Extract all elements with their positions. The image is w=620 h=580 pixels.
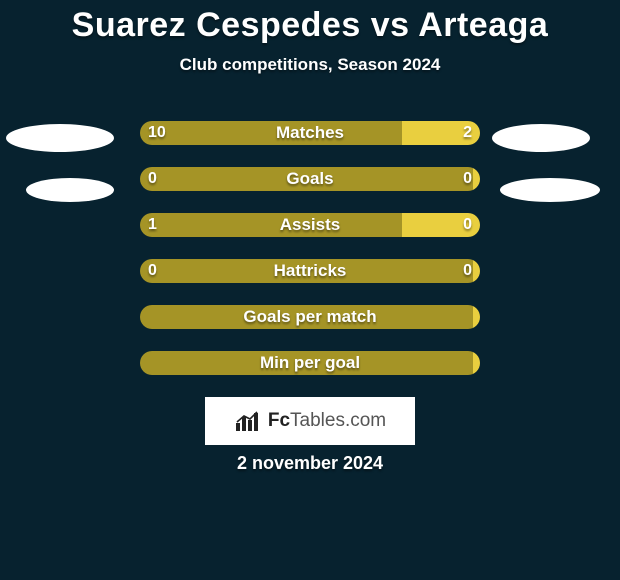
fctables-logo: FcTables.com: [205, 397, 415, 445]
stat-bar-right: [473, 351, 480, 375]
decorative-ellipse: [500, 178, 600, 202]
stat-bar-right: [473, 305, 480, 329]
stat-bar-left: [140, 351, 473, 375]
stat-bar: [140, 213, 480, 237]
stat-bar-right: [473, 259, 480, 283]
stat-row: Assists10: [0, 202, 620, 248]
stat-bar-right: [402, 213, 480, 237]
decorative-ellipse: [6, 124, 114, 152]
stat-bar-left: [140, 167, 473, 191]
decorative-ellipse: [26, 178, 114, 202]
logo-strong: Fc: [268, 410, 290, 431]
stat-bar-left: [140, 259, 473, 283]
stat-bar: [140, 351, 480, 375]
bars-icon: [234, 409, 262, 433]
stat-bar: [140, 259, 480, 283]
stat-bar: [140, 167, 480, 191]
stat-bar-right: [473, 167, 480, 191]
logo-text: FcTables.com: [268, 410, 386, 432]
page-title: Suarez Cespedes vs Arteaga: [0, 0, 620, 45]
logo-suffix: .com: [345, 410, 386, 431]
stat-bar: [140, 121, 480, 145]
stat-bar-left: [140, 121, 402, 145]
stat-row: Goals per match: [0, 294, 620, 340]
comparison-infographic: Suarez Cespedes vs Arteaga Club competit…: [0, 0, 620, 580]
date-label: 2 november 2024: [0, 453, 620, 474]
decorative-ellipse: [492, 124, 590, 152]
stat-row: Min per goal: [0, 340, 620, 386]
stat-bar-left: [140, 213, 402, 237]
stat-bar-left: [140, 305, 473, 329]
stat-bar: [140, 305, 480, 329]
logo-rest: Tables: [290, 410, 345, 431]
stat-bar-right: [402, 121, 480, 145]
subtitle: Club competitions, Season 2024: [0, 55, 620, 75]
stat-row: Hattricks00: [0, 248, 620, 294]
